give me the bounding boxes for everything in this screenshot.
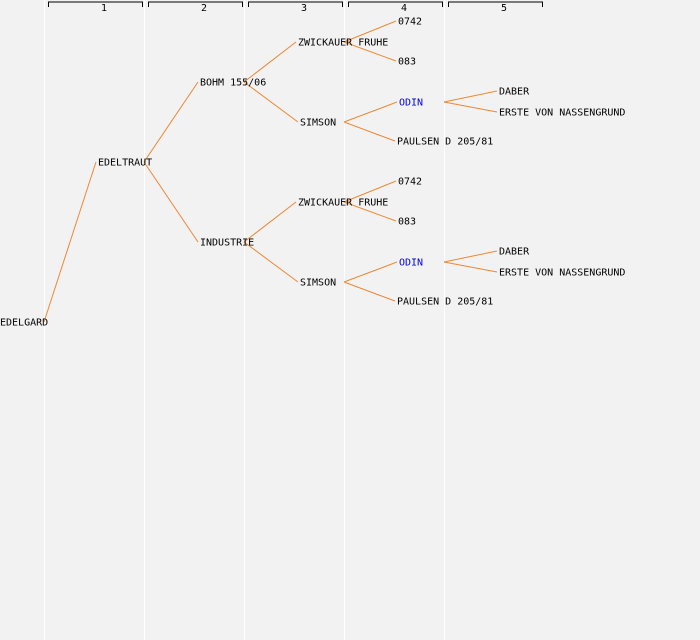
generation-ruler-bracket [248, 1, 343, 7]
pedigree-node-label[interactable]: INDUSTRIE [200, 238, 254, 249]
pedigree-edge [343, 261, 398, 283]
pedigree-edge [143, 81, 199, 163]
pedigree-node-label[interactable]: 083 [398, 57, 416, 68]
pedigree-node-label[interactable]: 0742 [398, 17, 422, 28]
pedigree-node-label[interactable]: ZWICKAUER FRUHE [298, 38, 388, 49]
pedigree-edge [443, 101, 498, 113]
pedigree-edge [243, 201, 297, 243]
generation-ruler-label: 1 [101, 3, 107, 14]
pedigree-edge [43, 161, 97, 323]
pedigree-node-label[interactable]: BOHM 155/06 [200, 78, 266, 89]
pedigree-node-label[interactable]: 0742 [398, 177, 422, 188]
pedigree-edge [343, 201, 397, 222]
pedigree-node-label[interactable]: PAULSEN D 205/81 [397, 297, 493, 308]
pedigree-edge [443, 250, 498, 263]
pedigree-edge [343, 101, 398, 123]
pedigree-edge [343, 121, 396, 142]
pedigree-edge [443, 261, 498, 273]
generation-ruler-bracket [148, 1, 243, 7]
generation-ruler-label: 2 [201, 3, 207, 14]
pedigree-edge [343, 41, 397, 62]
pedigree-node-label[interactable]: DABER [499, 247, 530, 258]
generation-ruler-bracket [48, 1, 143, 7]
generation-ruler-bracket [348, 1, 443, 7]
generation-ruler-bracket [448, 1, 543, 7]
pedigree-node-label[interactable]: SIMSON [300, 118, 336, 129]
pedigree-edge [343, 281, 396, 302]
generation-ruler-label: 3 [301, 3, 307, 14]
pedigree-node-label[interactable]: ERSTE VON NASSENGRUND [499, 268, 625, 279]
pedigree-edge [243, 41, 297, 83]
pedigree-node-label[interactable]: EDELTRAUT [98, 158, 152, 169]
pedigree-node-label[interactable]: ODIN [399, 258, 423, 269]
pedigree-node-label[interactable]: EDELGARD [0, 318, 48, 329]
pedigree-node-label[interactable]: ODIN [399, 98, 423, 109]
generation-ruler-label: 5 [501, 3, 507, 14]
generation-ruler-label: 4 [401, 3, 407, 14]
pedigree-edge [243, 241, 299, 283]
pedigree-node-label[interactable]: 083 [398, 217, 416, 228]
pedigree-node-label[interactable]: ZWICKAUER FRUHE [298, 198, 388, 209]
pedigree-edge [343, 20, 397, 43]
pedigree-edge [143, 161, 199, 243]
pedigree-node-label[interactable]: PAULSEN D 205/81 [397, 137, 493, 148]
pedigree-node-label[interactable]: DABER [499, 87, 530, 98]
pedigree-node-label[interactable]: ERSTE VON NASSENGRUND [499, 108, 625, 119]
pedigree-edge [243, 81, 299, 123]
pedigree-node-label[interactable]: SIMSON [300, 278, 336, 289]
pedigree-edge [443, 90, 498, 103]
pedigree-edge [343, 180, 397, 203]
